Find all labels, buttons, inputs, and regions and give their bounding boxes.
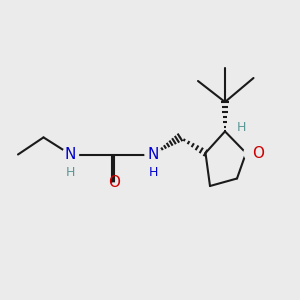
Text: O: O [108,175,120,190]
Text: N: N [147,147,159,162]
Circle shape [244,145,260,161]
Text: H: H [66,166,75,178]
Text: N: N [65,147,76,162]
Text: H: H [237,121,246,134]
Text: O: O [252,146,264,160]
Circle shape [145,146,161,163]
Text: H: H [148,166,158,178]
Circle shape [107,183,121,197]
Circle shape [62,146,79,163]
